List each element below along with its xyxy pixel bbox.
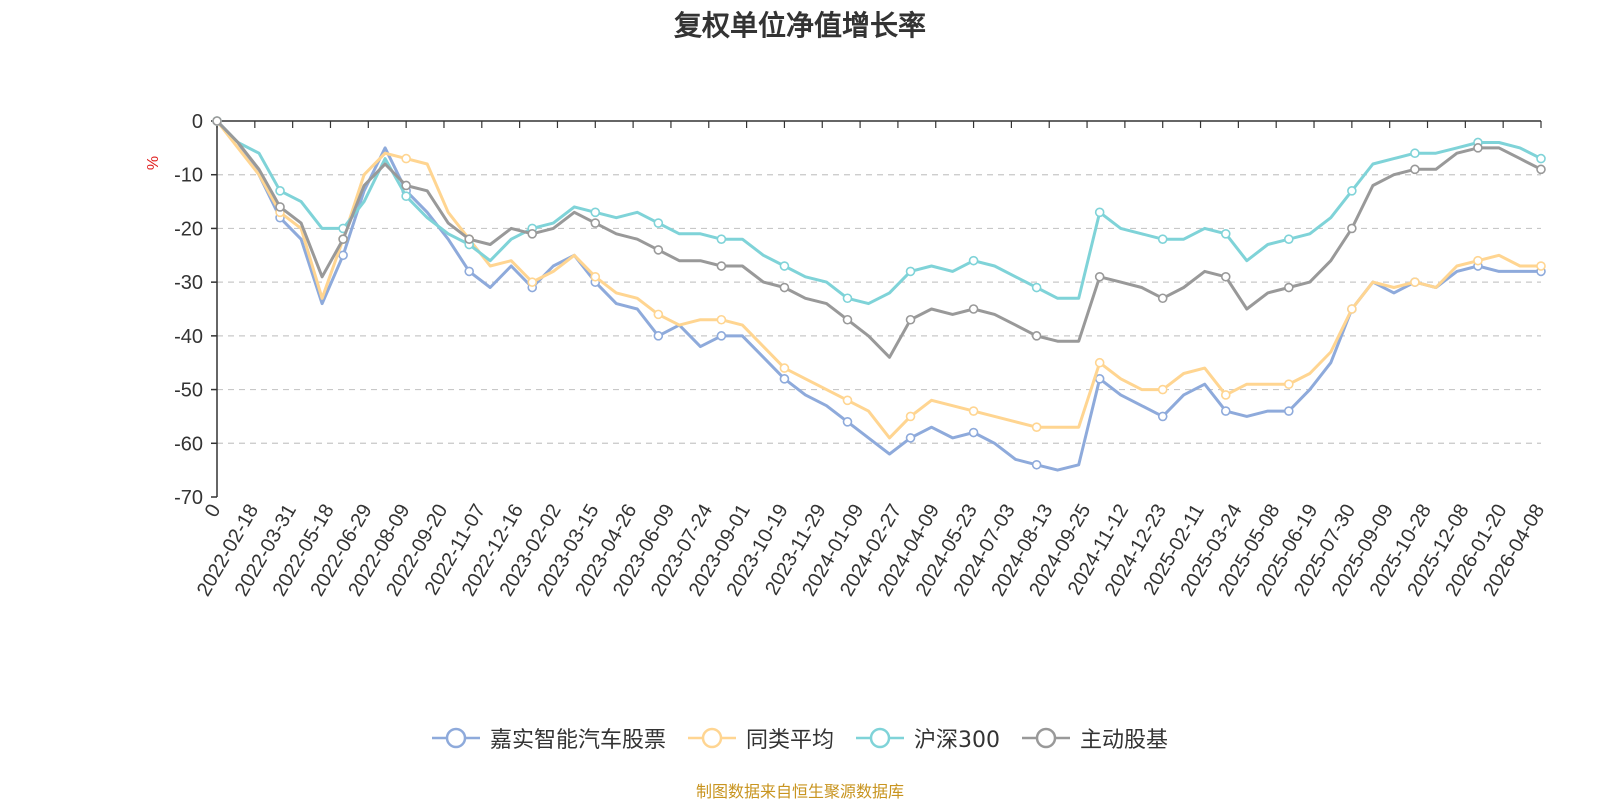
series-point-1 (1094, 357, 1105, 368)
series-point-0 (1157, 411, 1168, 422)
legend-label: 沪深300 (914, 728, 1000, 753)
series-point-2 (842, 293, 853, 304)
series-point-3 (968, 304, 979, 314)
series-point-1 (1473, 255, 1483, 266)
series-point-2 (275, 186, 285, 196)
legend-swatch (1022, 727, 1070, 749)
series-point-2 (401, 191, 411, 201)
series-point-3 (1157, 293, 1168, 304)
series-point-1 (1410, 277, 1420, 287)
y-tick-label: -50 (174, 380, 203, 402)
series-point-0 (653, 331, 664, 341)
series-point-1 (905, 411, 916, 422)
series-point-1 (653, 309, 664, 320)
legend: 嘉实智能汽车股票 同类平均 沪深300 主动股基 (0, 722, 1600, 754)
series-point-3 (1220, 271, 1231, 282)
legend-swatch (856, 727, 904, 749)
series-point-2 (653, 218, 664, 228)
series-point-0 (464, 266, 474, 277)
series-point-3 (1410, 164, 1420, 175)
series-point-0 (968, 427, 979, 438)
chart-title: 复权单位净值增长率 (673, 9, 926, 42)
legend-item-0[interactable]: 嘉实智能汽车股票 (431, 722, 666, 754)
series-point-2 (1536, 153, 1546, 164)
series-point-2 (1157, 234, 1168, 244)
series-point-1 (842, 395, 853, 406)
series-point-3 (338, 234, 348, 244)
series-point-2 (1094, 207, 1105, 218)
series-point-1 (779, 363, 790, 373)
series-point-2 (1220, 229, 1231, 239)
series-point-0 (842, 416, 853, 427)
series-point-0 (716, 331, 727, 341)
y-tick-label: -10 (174, 165, 203, 187)
source-note: 制图数据来自恒生聚源数据库 (695, 782, 904, 801)
legend-label: 同类平均 (745, 728, 834, 753)
legend-item-2[interactable]: 沪深300 (856, 722, 1000, 754)
legend-swatch (687, 727, 736, 749)
series-point-3 (212, 116, 222, 126)
series-point-3 (905, 314, 916, 325)
series-point-2 (905, 266, 916, 277)
legend-label: 嘉实智能汽车股票 (489, 728, 666, 753)
series-point-1 (527, 277, 538, 287)
series-point-3 (1094, 271, 1105, 282)
series-point-2 (590, 207, 601, 218)
series-point-3 (1031, 331, 1042, 341)
series-point-1 (1284, 379, 1294, 390)
series-point-0 (1284, 406, 1294, 416)
series-point-2 (1031, 282, 1042, 293)
x-tick-label: 0 (201, 501, 226, 522)
series-point-2 (779, 261, 790, 271)
series-line-2 (215, 119, 1542, 306)
series-point-2 (716, 234, 727, 244)
series-point-3 (1473, 143, 1483, 153)
series-point-1 (1536, 261, 1546, 271)
series-point-3 (842, 314, 853, 325)
legend-label: 主动股基 (1080, 728, 1169, 753)
series-point-1 (1220, 390, 1231, 400)
series-point-1 (590, 271, 601, 282)
series-point-1 (401, 153, 411, 164)
y-tick-label: -20 (174, 218, 203, 240)
y-tick-label: 0 (192, 111, 203, 133)
series-point-2 (1410, 148, 1420, 159)
series-line-3 (215, 119, 1542, 359)
series-point-2 (968, 255, 979, 266)
series-point-1 (1031, 422, 1042, 432)
series-point-1 (1347, 304, 1357, 314)
legend-item-1[interactable]: 同类平均 (687, 722, 834, 754)
y-tick-label: -60 (174, 433, 203, 455)
series-point-2 (1347, 186, 1357, 196)
series-point-3 (527, 229, 538, 239)
series-line-1 (215, 120, 1541, 440)
y-tick-label: -30 (174, 272, 203, 294)
series-point-0 (1220, 406, 1231, 416)
legend-swatch (431, 727, 480, 749)
series-point-3 (401, 180, 411, 191)
series-point-3 (275, 202, 285, 212)
series-point-3 (716, 261, 727, 271)
series-point-3 (464, 234, 474, 244)
y-tick-label: -70 (174, 487, 203, 509)
series-point-0 (1031, 459, 1042, 470)
series-line-0 (215, 119, 1541, 472)
y-tick-label: -40 (174, 326, 203, 348)
legend-item-3[interactable]: 主动股基 (1022, 722, 1168, 754)
series-point-0 (905, 433, 916, 443)
series-point-3 (1284, 282, 1294, 293)
series-point-3 (1536, 164, 1546, 175)
series-point-3 (590, 218, 601, 228)
series-point-3 (653, 245, 664, 255)
series-point-3 (779, 282, 790, 293)
series-point-2 (1284, 234, 1294, 244)
series-point-0 (338, 250, 348, 261)
y-axis-label: % (145, 156, 162, 170)
series-point-0 (779, 374, 790, 384)
series-point-1 (716, 314, 727, 325)
series-point-1 (1157, 384, 1168, 395)
series-point-3 (1347, 223, 1357, 234)
series-point-1 (968, 406, 979, 416)
